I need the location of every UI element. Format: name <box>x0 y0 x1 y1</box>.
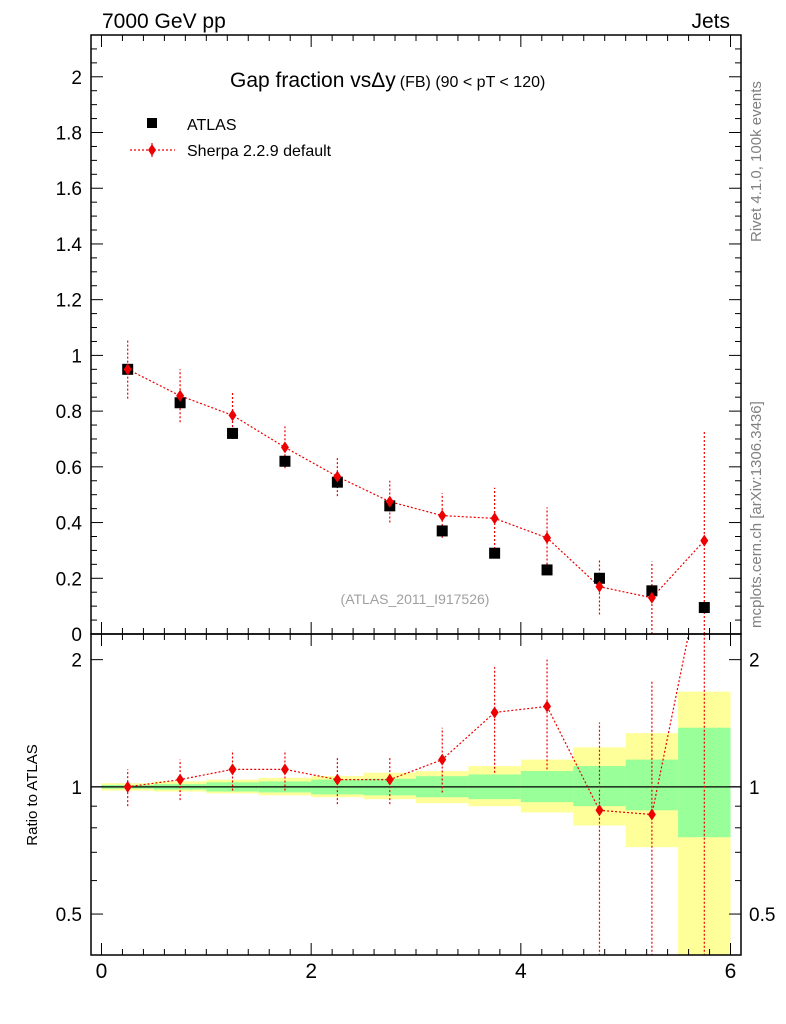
sherpa-point <box>333 470 342 483</box>
mcplots-label: mcplots.cern.ch [arXiv:1306.3436] <box>748 401 765 628</box>
atlas-point <box>227 427 239 439</box>
x-tick-label: 0 <box>96 960 108 983</box>
header-left: 7000 GeV pp <box>102 10 226 33</box>
legend-atlas-label: ATLAS <box>187 117 237 134</box>
sherpa-point <box>647 591 656 604</box>
ratio-sherpa-point <box>595 804 604 817</box>
ratio-sherpa-point <box>228 763 237 776</box>
ratio-plot-area <box>91 634 741 955</box>
atlas-point <box>489 547 501 559</box>
x-tick-label: 4 <box>515 960 527 983</box>
ratio-sherpa-point <box>490 706 499 719</box>
legend-sherpa-marker <box>148 144 156 156</box>
ratio-y-tick-label: 0.5 <box>56 905 82 926</box>
ratio-sherpa-point <box>438 753 447 766</box>
atlas-point <box>436 525 448 537</box>
ratio-sherpa-point <box>333 773 342 786</box>
sherpa-point <box>280 441 289 454</box>
main-y-tick-label: 1.4 <box>56 235 83 256</box>
main-y-tick-label: 2 <box>71 68 82 89</box>
x-tick-label: 2 <box>305 960 317 983</box>
main-y-tick-label: 0.2 <box>56 569 82 590</box>
main-y-tick-label: 0 <box>71 625 82 646</box>
main-y-tick-label: 1.6 <box>56 179 82 200</box>
main-y-tick-label: 1 <box>71 346 82 367</box>
atlas-point <box>698 602 710 614</box>
legend-sherpa-label: Sherpa 2.2.9 default <box>187 143 332 160</box>
sherpa-line <box>127 368 705 599</box>
main-y-tick-label: 1.2 <box>56 291 82 312</box>
ratio-ylabel: Ratio to ATLAS <box>24 744 41 845</box>
atlas-point <box>646 585 658 597</box>
ratio-y-tick-label-right: 2 <box>749 651 760 672</box>
sherpa-point <box>543 531 552 544</box>
ratio-sherpa-point <box>123 780 132 793</box>
legend: ATLAS Sherpa 2.2.9 default <box>130 117 332 160</box>
chart-title-main: Gap fraction vsΔy <box>230 69 396 92</box>
main-y-tick-label: 0.6 <box>56 458 82 479</box>
sherpa-point <box>228 409 237 422</box>
main-y-tick-label: 1.8 <box>56 124 82 145</box>
rivet-label: Rivet 4.1.0, 100k events <box>748 81 765 242</box>
ratio-sherpa-point <box>385 773 394 786</box>
sherpa-point <box>123 363 132 376</box>
atlas-point <box>279 455 291 467</box>
ratio-y-axis: 0.5 0.5 1 1 2 2 <box>56 651 775 956</box>
x-tick-label: 6 <box>725 960 737 983</box>
sherpa-point <box>438 509 447 522</box>
main-panel: 0 0.2 0.4 0.6 0.8 1 1.2 1.4 1.6 1.8 2 <box>56 34 742 646</box>
ratio-panel: 0 2 4 6 0.5 0.5 1 1 2 2 <box>56 35 775 983</box>
legend-atlas-marker <box>147 118 157 128</box>
main-y-axis: 0 0.2 0.4 0.6 0.8 1 1.2 1.4 1.6 1.8 2 <box>56 34 741 646</box>
sherpa-point <box>176 389 185 402</box>
atlas-point <box>593 572 605 584</box>
ratio-sherpa-point <box>543 700 552 713</box>
atlas-point <box>541 564 553 576</box>
sherpa-point <box>700 534 709 547</box>
ratio-sherpa-point <box>280 763 289 776</box>
chart-title: Gap fraction vsΔy (FB) (90 < pT < 120) <box>230 69 545 92</box>
header-right: Jets <box>691 10 730 33</box>
analysis-watermark: (ATLAS_2011_I917526) <box>341 591 490 607</box>
main-y-tick-label: 0.4 <box>56 514 83 535</box>
main-y-tick-label: 0.8 <box>56 402 82 423</box>
chart-title-suffix: (FB) (90 < pT < 120) <box>400 74 546 91</box>
sherpa-point <box>385 495 394 508</box>
ratio-y-tick-label: 2 <box>71 651 82 672</box>
sherpa-point <box>490 512 499 525</box>
ratio-y-tick-label-right: 0.5 <box>749 905 775 926</box>
ratio-sherpa-point <box>176 773 185 786</box>
ratio-sherpa-line <box>127 634 690 816</box>
ratio-y-tick-label: 1 <box>71 778 82 799</box>
sherpa-point <box>595 580 604 593</box>
x-axis: 0 2 4 6 <box>96 35 737 983</box>
ratio-y-tick-label-right: 1 <box>749 778 760 799</box>
ratio-sherpa-point <box>647 808 656 821</box>
atlas-point <box>174 397 186 409</box>
